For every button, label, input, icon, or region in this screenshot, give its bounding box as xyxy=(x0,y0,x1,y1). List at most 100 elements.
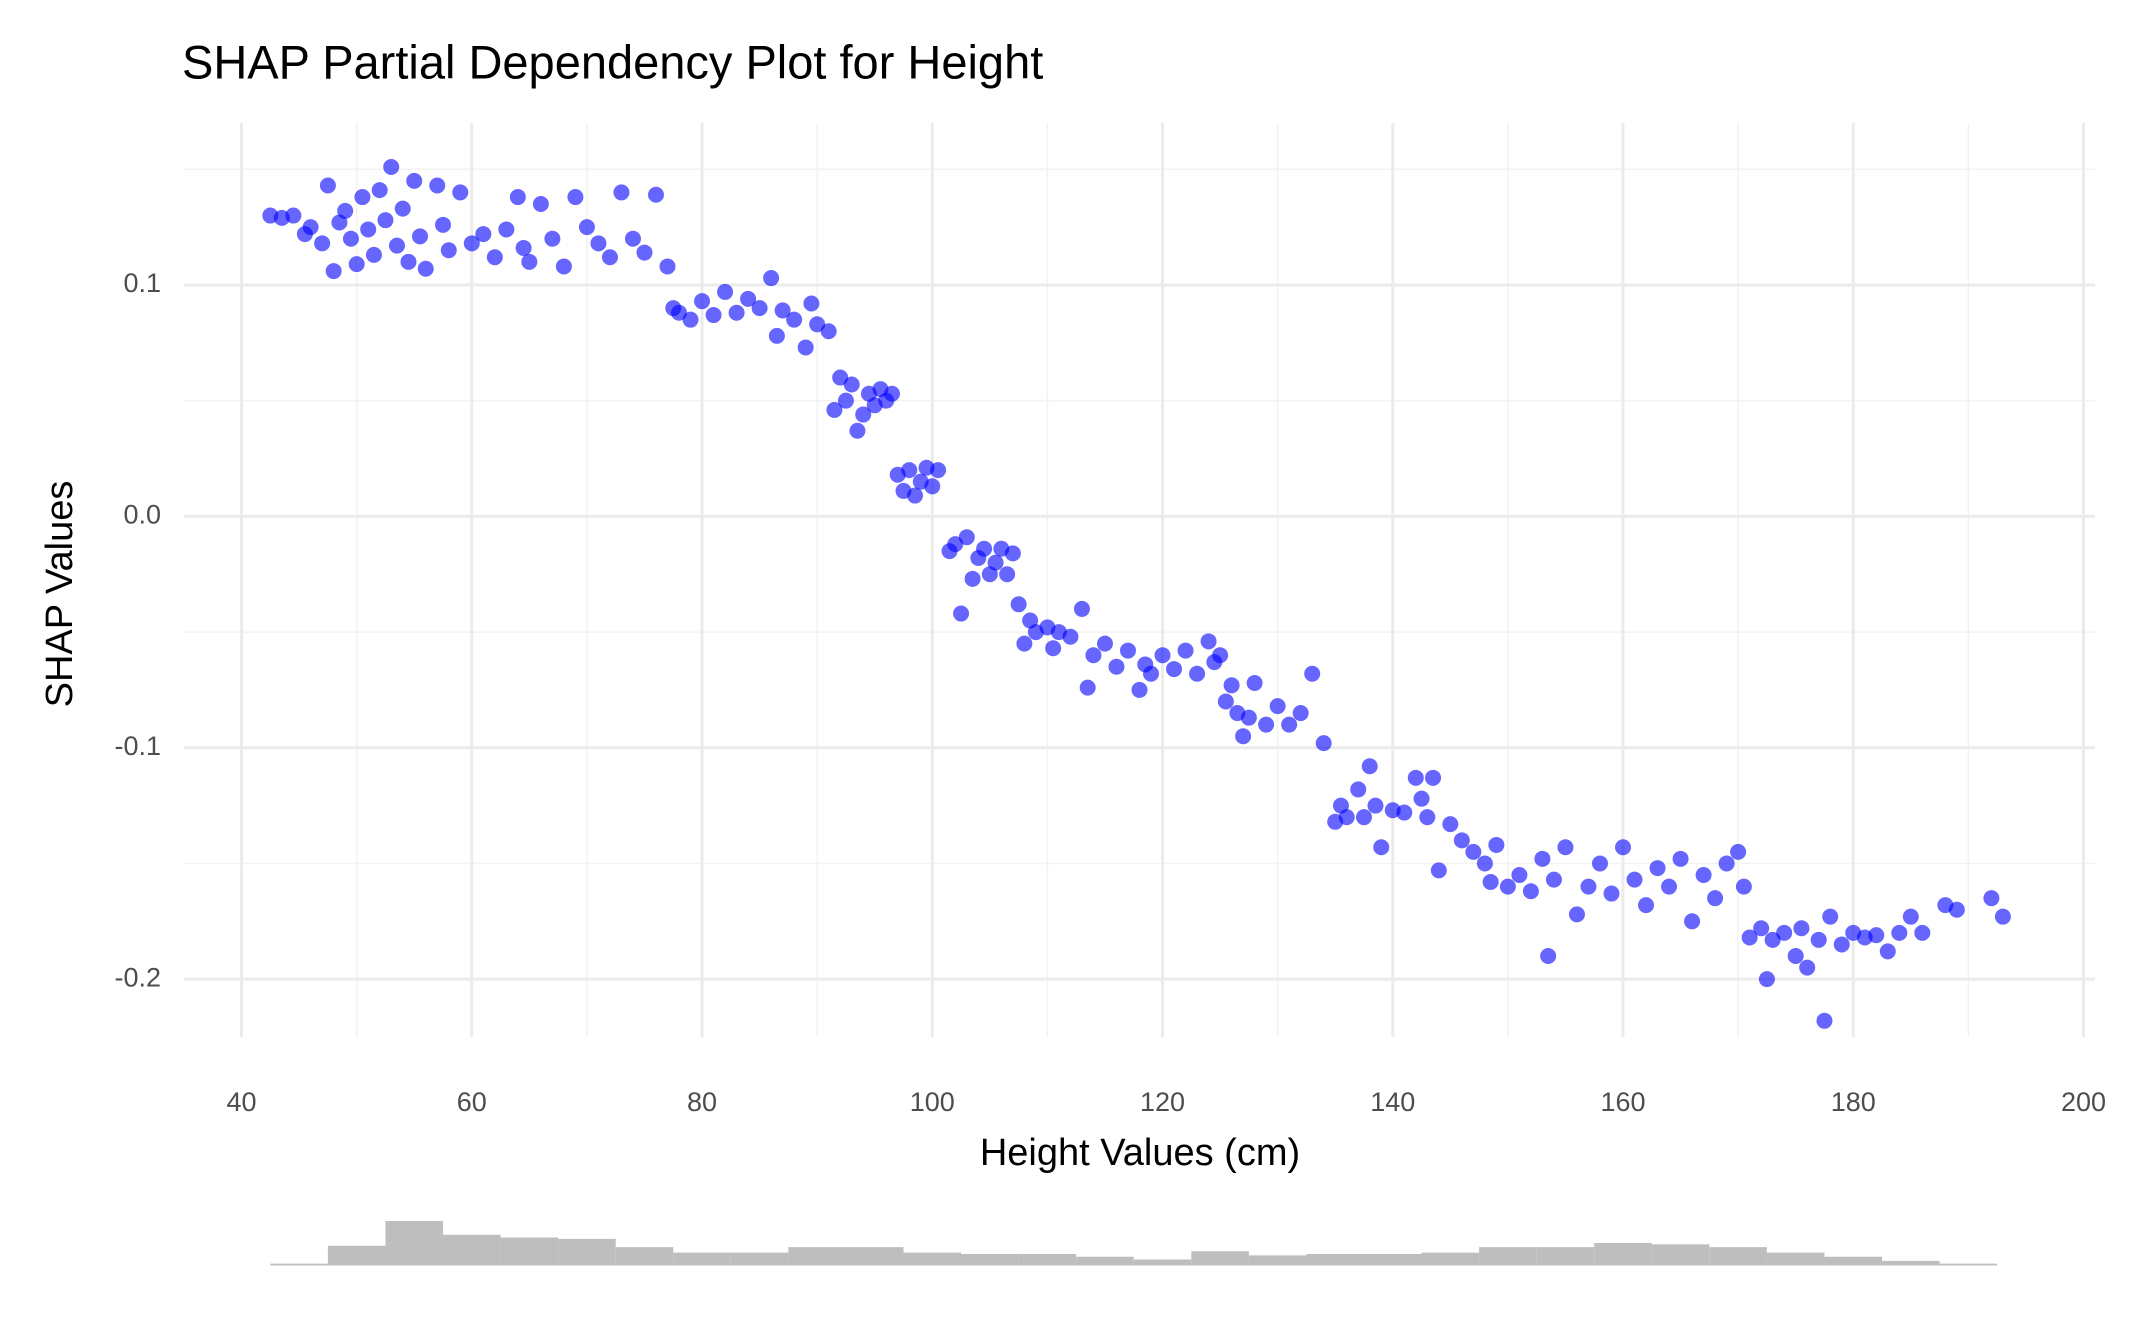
point xyxy=(1223,677,1240,694)
point xyxy=(1355,809,1372,826)
point xyxy=(1465,843,1482,860)
point xyxy=(578,219,595,236)
point xyxy=(1914,924,1931,941)
point xyxy=(1246,674,1263,691)
y-tick-label: -0.2 xyxy=(114,962,161,992)
point xyxy=(1879,943,1896,960)
point xyxy=(1212,647,1229,664)
point xyxy=(1235,728,1252,745)
point xyxy=(1522,883,1539,900)
point xyxy=(377,212,394,229)
point xyxy=(590,235,607,252)
point xyxy=(1166,661,1183,678)
point xyxy=(555,258,572,275)
x-tick-label: 200 xyxy=(2061,1087,2106,1117)
point xyxy=(1718,855,1735,872)
point xyxy=(728,304,745,321)
point xyxy=(647,186,664,203)
point xyxy=(832,369,849,386)
point xyxy=(1695,867,1712,884)
point xyxy=(924,478,941,495)
point xyxy=(319,177,336,194)
point xyxy=(1948,901,1965,918)
point xyxy=(360,221,377,238)
point xyxy=(803,295,820,312)
histogram-bar xyxy=(385,1221,444,1265)
point xyxy=(365,246,382,263)
point xyxy=(1534,850,1551,867)
point xyxy=(1096,635,1113,652)
point xyxy=(1603,885,1620,902)
y-tick-label: -0.1 xyxy=(114,731,161,761)
x-tick-label: 140 xyxy=(1370,1087,1415,1117)
point xyxy=(486,249,503,266)
point xyxy=(1626,871,1643,888)
point xyxy=(1413,790,1430,807)
point xyxy=(1119,642,1136,659)
x-tick-label: 40 xyxy=(227,1087,257,1117)
histogram-bar xyxy=(1306,1254,1364,1265)
histogram-bar xyxy=(615,1247,674,1265)
point xyxy=(907,487,924,504)
point xyxy=(763,270,780,287)
point xyxy=(820,323,837,340)
point xyxy=(809,316,826,333)
point xyxy=(1638,897,1655,914)
point xyxy=(463,235,480,252)
point xyxy=(671,304,688,321)
point xyxy=(1902,908,1919,925)
point xyxy=(1269,698,1286,715)
point xyxy=(740,290,757,307)
point xyxy=(515,239,532,256)
point xyxy=(314,235,331,252)
point xyxy=(567,189,584,206)
histogram-bar xyxy=(1363,1254,1422,1265)
point xyxy=(475,226,492,243)
point xyxy=(1373,839,1390,856)
histogram-bar xyxy=(1479,1247,1537,1265)
x-tick-label: 60 xyxy=(457,1087,487,1117)
point xyxy=(348,256,365,273)
point xyxy=(1315,735,1332,752)
point xyxy=(532,195,549,212)
point xyxy=(826,401,843,418)
point xyxy=(1868,927,1885,944)
point xyxy=(717,283,734,300)
point xyxy=(1407,769,1424,786)
point xyxy=(1143,665,1160,682)
chart-title: SHAP Partial Dependency Plot for Height xyxy=(182,35,1043,88)
point xyxy=(1350,781,1367,798)
point xyxy=(797,339,814,356)
point xyxy=(1488,836,1505,853)
point xyxy=(1661,878,1678,895)
point xyxy=(901,462,918,479)
x-tick-label: 100 xyxy=(910,1087,955,1117)
point xyxy=(1994,908,2011,925)
point xyxy=(1367,797,1384,814)
point xyxy=(786,311,803,328)
point xyxy=(383,158,400,175)
point xyxy=(837,392,854,409)
point xyxy=(440,242,457,259)
point xyxy=(1304,665,1321,682)
point xyxy=(1891,924,1908,941)
point xyxy=(705,307,722,324)
histogram-bar xyxy=(558,1238,616,1265)
x-tick-label: 160 xyxy=(1600,1087,1645,1117)
point xyxy=(1568,906,1585,923)
point xyxy=(976,540,993,557)
point xyxy=(964,570,981,587)
y-tick-label: 0.0 xyxy=(123,499,161,529)
histogram-bar xyxy=(1248,1255,1307,1265)
point xyxy=(958,529,975,546)
point xyxy=(435,216,452,233)
histogram-bar xyxy=(903,1252,962,1265)
point xyxy=(774,302,791,319)
point xyxy=(1292,705,1309,722)
point xyxy=(1557,839,1574,856)
point xyxy=(1258,716,1275,733)
point xyxy=(1338,809,1355,826)
point xyxy=(354,189,371,206)
histogram-bar xyxy=(1076,1256,1134,1265)
point xyxy=(400,253,417,270)
